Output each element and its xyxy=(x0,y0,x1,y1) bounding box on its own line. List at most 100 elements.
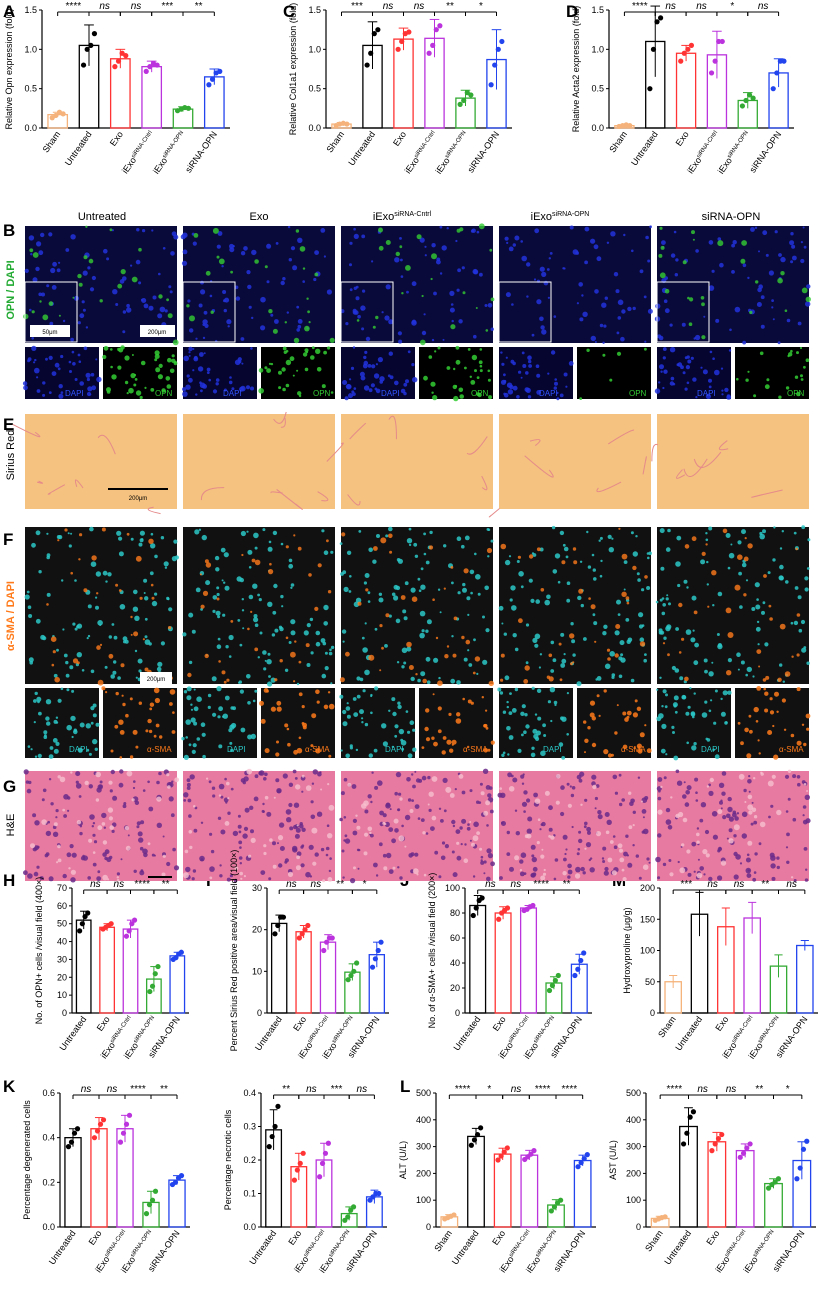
small-label-dapi-f-3: DAPI xyxy=(543,745,562,754)
point-J-0-3 xyxy=(479,895,485,901)
x-label-M-1: Untreated xyxy=(673,1014,704,1052)
inset-box-2 xyxy=(340,281,394,343)
y-label-D: Relative Acta2 expression (fold) xyxy=(571,6,581,133)
sig-label-I-2: ** xyxy=(336,879,344,890)
point-L2-0-3 xyxy=(662,1214,668,1220)
sig-label-C-4: * xyxy=(479,1,483,12)
micrograph-opn-dapi-1 xyxy=(180,225,335,344)
col-header-sirna-opn: siRNA-OPN xyxy=(702,211,761,223)
point-J-0-1 xyxy=(473,905,479,911)
point-A-5-1 xyxy=(209,76,216,82)
bar-I-0 xyxy=(270,922,288,1014)
y-tick-label-H: 10 xyxy=(57,990,67,1000)
sig-label-L2-2: ns xyxy=(726,1084,737,1095)
point-D-1-1 xyxy=(650,46,657,52)
point-C-5-2 xyxy=(495,46,501,52)
y-tick-label-D: 0.5 xyxy=(591,84,604,94)
x-label-D-2: Exo xyxy=(674,129,691,147)
sig-label-C-2: ns xyxy=(414,1,425,12)
micrograph-he-3 xyxy=(497,771,651,882)
x-label-L1-1: Untreated xyxy=(450,1228,481,1266)
row-label-sirius-red: Sirius Red xyxy=(5,430,17,481)
micrograph-dapi-small-f-1 xyxy=(181,686,258,761)
panel-letter-F: F xyxy=(3,530,13,549)
y-tick-label-H: 20 xyxy=(57,972,67,982)
x-label-J-0: Untreated xyxy=(451,1014,482,1052)
panel-letter-L: L xyxy=(400,1077,410,1096)
x-label-K2-1: Exo xyxy=(286,1228,303,1246)
micrograph-asma-small-2 xyxy=(419,688,495,758)
point-L2-5-2 xyxy=(800,1146,807,1152)
sig-label-K2-1: ns xyxy=(306,1084,317,1095)
point-L2-2-3 xyxy=(719,1131,725,1138)
point-L2-2-1 xyxy=(712,1141,718,1147)
point-C-2-0 xyxy=(395,46,401,52)
sig-label-J-3: ** xyxy=(563,879,571,890)
point-J-3-0 xyxy=(546,987,553,994)
bar-J-0 xyxy=(469,904,487,1014)
bar-D-2 xyxy=(675,52,697,129)
sig-label-I-1: ns xyxy=(311,879,322,890)
y-tick-label-K1: 0.4 xyxy=(42,1133,55,1143)
chart-K2: 0.0 0.1 0.2 0.3 0.4 Percentage necrotic cells… xyxy=(223,1084,387,1275)
point-C-4-1 xyxy=(461,97,467,104)
point-K2-3-0 xyxy=(342,1217,348,1223)
sig-label-C-3: ** xyxy=(446,1,454,12)
panel-letter-C: C xyxy=(283,2,295,21)
point-I-1-1 xyxy=(299,931,305,937)
panel-letter-G: G xyxy=(3,777,16,796)
sig-label-K1-0: ns xyxy=(81,1084,92,1095)
scale-bars: 50μm 200μm 200μm 200μm xyxy=(30,325,175,878)
point-A-1-3 xyxy=(91,30,98,37)
x-label-L1-0: Sham xyxy=(432,1228,454,1253)
point-L2-1-1 xyxy=(684,1130,690,1136)
point-H-0-2 xyxy=(82,913,88,920)
x-label-L1-5: siRNA-OPN xyxy=(552,1228,588,1273)
small-label-dapi-f-0: DAPI xyxy=(69,745,88,754)
inset-box-1 xyxy=(182,281,236,343)
point-K2-1-2 xyxy=(297,1160,303,1166)
point-D-0-3 xyxy=(627,123,633,129)
y-label-L2: AST (U/L) xyxy=(608,1140,618,1180)
point-H-0-1 xyxy=(79,921,85,927)
y-tick-label-K2: 0.4 xyxy=(243,1088,256,1098)
y-tick-label-K1: 0.6 xyxy=(42,1088,55,1098)
sig-label-K2-3: ns xyxy=(357,1084,368,1095)
y-label-J: No. of α-SMA+ cells /visual field (200×) xyxy=(427,873,437,1029)
micrograph-opn-small-1 xyxy=(258,346,335,399)
sig-label-L2-1: ns xyxy=(697,1084,708,1095)
y-tick-label-J: 100 xyxy=(445,883,460,893)
y-tick-label-L1: 500 xyxy=(416,1088,431,1098)
y-tick-label-I: 10 xyxy=(252,966,262,976)
point-L2-5-0 xyxy=(794,1176,800,1182)
point-A-2-1 xyxy=(115,58,122,64)
point-A-0-3 xyxy=(60,111,66,117)
point-L1-4-1 xyxy=(551,1204,558,1210)
y-tick-label-K1: 0.2 xyxy=(42,1177,55,1187)
sig-label-K2-0: ** xyxy=(282,1084,290,1095)
point-A-3-1 xyxy=(147,64,153,70)
point-L1-1-2 xyxy=(474,1131,481,1138)
chart-C: 0.0 0.5 1.0 1.5 Relative Col1a1 expression (… xyxy=(288,1,512,176)
col-header-untreated: Untreated xyxy=(78,211,126,223)
point-J-3-1 xyxy=(549,982,556,989)
small-label-dapi-2: DAPI xyxy=(381,389,400,398)
y-tick-label-M: 0 xyxy=(650,1008,655,1018)
micrograph-asma-small-4 xyxy=(735,686,811,760)
point-K2-4-0 xyxy=(367,1197,373,1203)
point-D-5-1 xyxy=(774,70,780,76)
sig-label-L1-3: **** xyxy=(535,1084,551,1095)
point-K1-0-3 xyxy=(74,1126,81,1132)
micrograph-asma-dapi-3 xyxy=(498,525,652,687)
bar-L1-1 xyxy=(467,1135,485,1228)
sig-label-J-1: ns xyxy=(511,879,522,890)
point-L1-1-0 xyxy=(468,1142,474,1148)
y-tick-label-L1: 0 xyxy=(426,1222,431,1232)
chart-D: 0.0 0.5 1.0 1.5 Relative Acta2 expression (f… xyxy=(571,1,794,176)
point-K2-2-2 xyxy=(322,1150,329,1156)
x-label-K2-0: Untreated xyxy=(247,1228,278,1266)
scale-inset-box xyxy=(30,325,70,337)
y-tick-label-H: 0 xyxy=(62,1008,67,1018)
y-tick-label-J: 80 xyxy=(450,908,460,918)
